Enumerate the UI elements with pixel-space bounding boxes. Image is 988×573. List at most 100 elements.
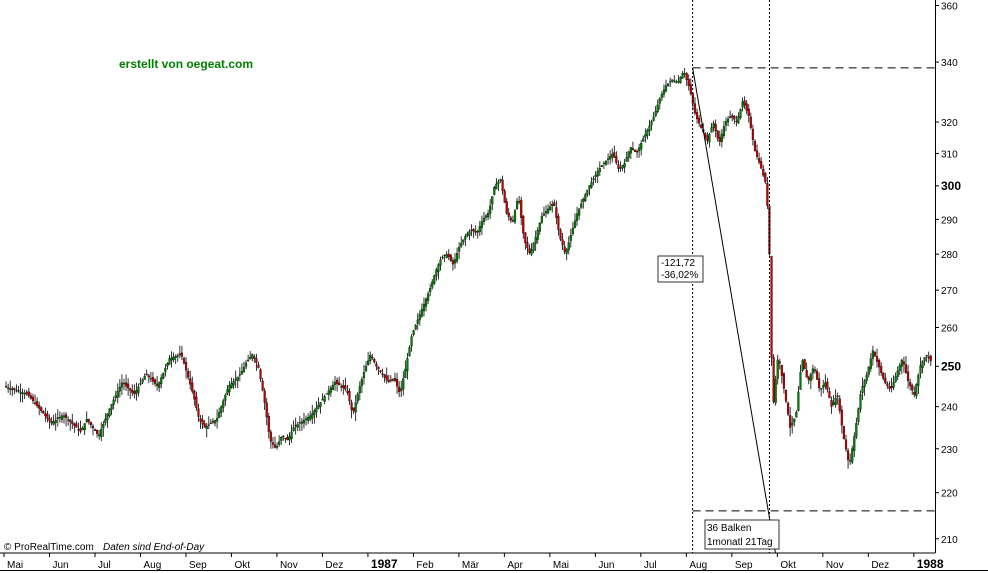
candle-body: [184, 362, 188, 371]
candle-body: [586, 189, 589, 195]
candle-body: [563, 246, 566, 252]
candle-body: [249, 357, 252, 360]
candle-body: [168, 358, 171, 365]
candle-body: [242, 366, 246, 373]
candle-body: [218, 412, 221, 418]
candle-body: [280, 437, 283, 441]
candle-body: [178, 353, 181, 356]
candle-body: [464, 236, 467, 240]
candle-body: [503, 190, 506, 203]
candle-body: [884, 377, 887, 384]
candle-body: [309, 415, 312, 420]
candle-body: [770, 255, 773, 358]
candle-body: [77, 429, 80, 431]
candle-body: [435, 269, 438, 277]
candle-body: [344, 385, 347, 390]
candle-body: [753, 141, 757, 152]
candle-body: [890, 386, 893, 389]
candle-body: [522, 215, 525, 234]
candle-body: [627, 151, 630, 158]
candle-body: [811, 368, 814, 374]
candle-body: [882, 372, 885, 379]
candle-body: [617, 164, 620, 169]
candle-body: [112, 399, 115, 405]
x-tick-label: Dez: [325, 560, 343, 571]
candle-body: [667, 83, 670, 86]
y-tick-label: 220: [941, 489, 958, 500]
candle-body: [422, 303, 426, 312]
candle-body: [203, 423, 206, 428]
candle-body: [778, 361, 781, 364]
candle-body: [513, 210, 517, 223]
candle-body: [110, 404, 113, 410]
candle-body: [687, 79, 690, 87]
candle-body: [222, 400, 225, 408]
candle-body: [220, 406, 223, 413]
candle-body: [187, 371, 190, 378]
candle-body: [786, 402, 790, 415]
candle-body: [902, 361, 906, 365]
candle-body: [124, 382, 128, 387]
candle-body: [377, 366, 380, 370]
candle-body: [515, 201, 519, 209]
candle-body: [700, 124, 703, 128]
candle-body: [840, 409, 843, 426]
candle-body: [418, 314, 421, 321]
candle-body: [122, 383, 126, 385]
candle-body: [416, 319, 419, 324]
candle-body: [844, 439, 848, 450]
candle-body: [635, 151, 639, 153]
candle-body: [389, 379, 392, 381]
candle-body: [153, 379, 157, 384]
candle-body: [909, 381, 912, 386]
candle-body: [611, 153, 614, 158]
candle-body: [689, 84, 692, 95]
candle-body: [145, 373, 148, 376]
candle-body: [590, 181, 593, 188]
candle-body: [809, 374, 812, 382]
candle-body: [919, 365, 922, 374]
candle-body: [780, 365, 783, 376]
footer-copyright: © ProRealTime.com: [4, 542, 94, 553]
candle-body: [832, 402, 835, 406]
candle-body: [524, 232, 527, 244]
candle-body: [458, 246, 461, 252]
candle-body: [578, 208, 581, 216]
candle-body: [398, 386, 401, 393]
candle-body: [69, 419, 72, 422]
candle-body: [321, 399, 324, 401]
candle-body: [755, 150, 759, 157]
candle-body: [83, 423, 86, 431]
x-tick-label: Jul: [98, 560, 111, 571]
y-axis-ticks: 210 220 230 240 250 260 270 280 290 300 310 320 340 3…: [935, 1, 961, 546]
candle-body: [642, 138, 645, 142]
candle-body: [633, 150, 637, 152]
candle-body: [445, 254, 448, 258]
candle-body: [443, 254, 446, 256]
candle-body: [555, 207, 558, 218]
x-tick-label: Aug: [689, 560, 707, 571]
y-tick-label: 310: [941, 149, 958, 160]
candle-body: [580, 203, 583, 208]
y-tick-label: 230: [941, 445, 958, 456]
candle-body: [849, 460, 852, 462]
candle-body: [275, 446, 279, 448]
candle-body: [311, 413, 314, 419]
candle-body: [853, 436, 856, 451]
candle-body: [470, 229, 473, 231]
candle-body: [656, 104, 659, 112]
candle-body: [52, 421, 55, 425]
candle-body: [826, 381, 829, 390]
candle-body: [813, 369, 817, 372]
candle-body: [100, 429, 103, 438]
candle-body: [673, 80, 676, 82]
candle-body: [38, 405, 41, 409]
candle-body: [284, 437, 287, 440]
candle-body: [662, 89, 666, 95]
candle-body: [805, 370, 808, 378]
candle-body: [431, 281, 434, 288]
candle-body: [271, 442, 275, 445]
candle-body: [40, 407, 43, 412]
candles-layer: [4, 67, 932, 469]
candle-body: [658, 98, 661, 104]
